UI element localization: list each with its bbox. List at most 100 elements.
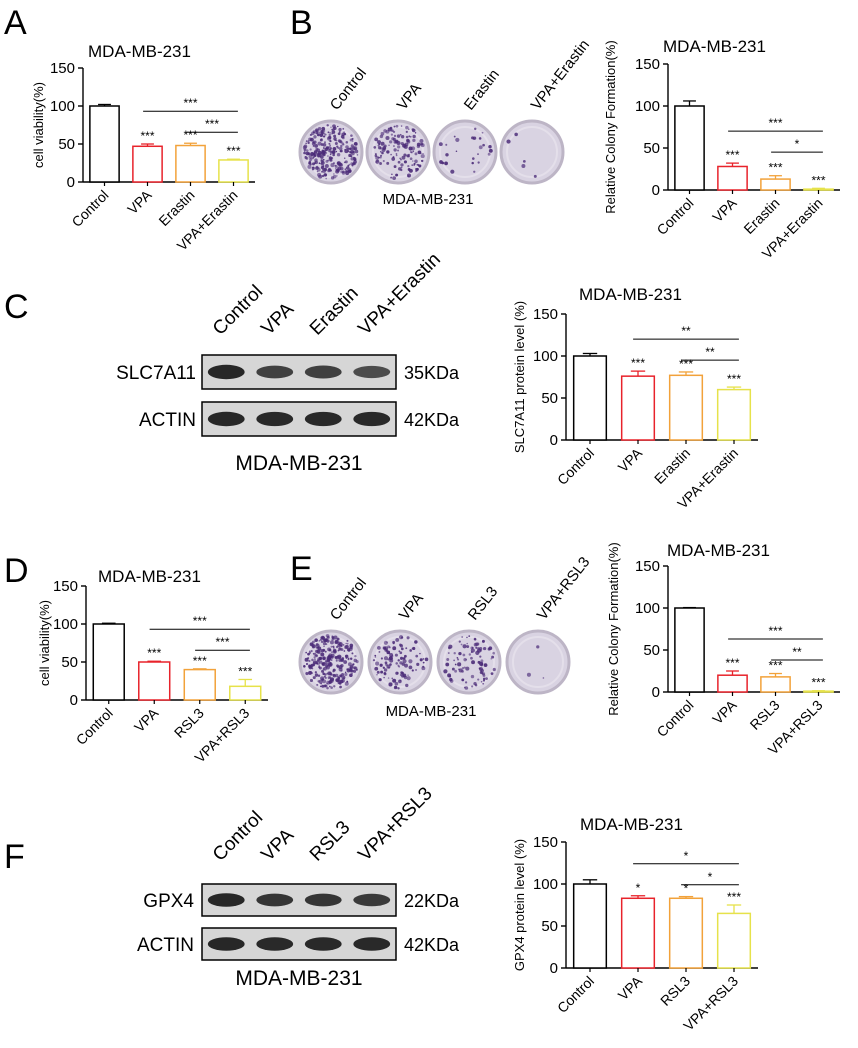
colony — [468, 653, 472, 656]
colony — [336, 145, 339, 148]
colony — [526, 672, 531, 677]
colony — [481, 131, 484, 134]
colony — [473, 127, 477, 131]
colony — [322, 656, 326, 661]
colony — [324, 650, 327, 653]
colony — [305, 662, 309, 666]
colony — [330, 147, 333, 150]
colony — [395, 154, 398, 157]
colony — [468, 635, 471, 637]
colony — [445, 143, 448, 146]
colony — [345, 140, 349, 144]
bar — [760, 676, 791, 693]
chart-title: MDA-MB-231 — [98, 567, 201, 586]
y-axis-label: Relative Colony Formation(%) — [606, 542, 621, 715]
colony — [350, 157, 354, 161]
colony — [339, 149, 343, 153]
colony — [457, 658, 460, 661]
colony — [388, 656, 393, 661]
colony — [451, 667, 455, 671]
colony — [383, 640, 388, 645]
colony — [321, 678, 324, 681]
colony — [388, 682, 393, 687]
colony — [337, 132, 341, 136]
colony — [443, 669, 448, 674]
comparison-label: *** — [768, 116, 782, 130]
colony — [305, 149, 309, 152]
category-label: VPA — [615, 972, 646, 1003]
protein-band — [207, 411, 245, 427]
molecular-weight-label: 42KDa — [404, 935, 460, 955]
colony — [335, 139, 338, 142]
colony — [338, 642, 343, 647]
colony — [312, 162, 315, 166]
colony — [422, 658, 425, 660]
colony — [324, 147, 329, 152]
colony — [316, 683, 319, 686]
bar — [717, 165, 748, 191]
colony — [323, 675, 326, 678]
colony — [473, 170, 476, 173]
colony — [390, 176, 393, 179]
colony — [447, 673, 452, 678]
colony — [353, 156, 355, 159]
colony — [400, 673, 405, 678]
bar — [803, 188, 834, 191]
y-tick-label: 100 — [533, 348, 558, 365]
colony — [322, 662, 325, 666]
colony — [311, 645, 315, 649]
colony — [391, 173, 393, 176]
colony — [374, 654, 377, 657]
colony — [333, 137, 337, 141]
colony — [441, 161, 445, 165]
colony — [312, 156, 315, 159]
colony — [471, 161, 474, 165]
colony — [344, 148, 347, 151]
colony — [471, 646, 474, 649]
y-tick-label: 100 — [533, 876, 558, 893]
colony — [333, 635, 338, 640]
colony — [458, 640, 461, 643]
colony — [374, 666, 379, 671]
colony — [514, 132, 518, 137]
significance-mark: *** — [183, 128, 197, 142]
colony — [330, 126, 332, 128]
significance-mark: *** — [140, 129, 154, 143]
category-label: Control — [653, 697, 696, 740]
y-axis-label: Relative Colony Formation(%) — [603, 40, 618, 213]
colony — [328, 142, 331, 145]
colony — [328, 648, 332, 652]
colony — [308, 659, 311, 663]
colony — [373, 146, 377, 149]
panel-label-D: D — [4, 552, 29, 590]
colony — [321, 164, 325, 167]
plate-label: VPA — [396, 590, 427, 623]
colony — [401, 155, 406, 160]
colony — [336, 175, 338, 177]
colony — [323, 141, 326, 144]
colony — [405, 135, 409, 139]
molecular-weight-label: 42KDa — [404, 410, 460, 430]
colony — [393, 685, 398, 690]
colony — [338, 139, 342, 143]
colony — [406, 676, 411, 681]
y-axis-label: GPX4 protein level (%) — [512, 839, 527, 971]
colony — [411, 669, 414, 672]
colony — [350, 134, 353, 137]
colony — [506, 139, 511, 144]
colony — [395, 153, 398, 155]
y-tick-label: 0 — [652, 182, 660, 199]
colony — [326, 639, 330, 643]
bar — [229, 685, 262, 701]
y-tick-label: 100 — [50, 98, 75, 115]
y-tick-label: 0 — [67, 174, 75, 191]
lane-label: Control — [209, 807, 267, 865]
y-tick-label: 100 — [53, 616, 78, 633]
colony — [411, 164, 414, 166]
colony — [311, 142, 316, 146]
colony — [405, 125, 409, 130]
colony — [400, 163, 404, 167]
colony — [395, 637, 400, 642]
